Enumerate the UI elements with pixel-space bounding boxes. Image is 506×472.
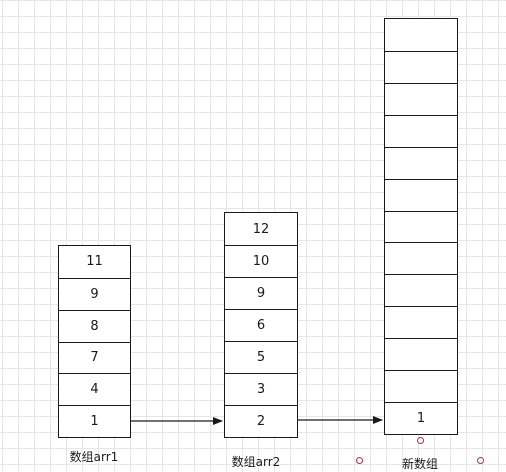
array-cell: 8 (59, 309, 130, 342)
array-cell: 9 (59, 277, 130, 310)
array-cell: 12 (252, 221, 270, 237)
array-new[interactable]: 1 (384, 18, 458, 435)
array-cell (385, 210, 457, 243)
array-cell: 5 (225, 341, 297, 373)
array-cell (385, 338, 457, 370)
array-cell: 10 (225, 245, 297, 277)
array-cell: 11 (86, 254, 103, 270)
array-new-label: 新数组 (401, 457, 438, 471)
connection-handle[interactable] (356, 457, 363, 464)
connection-handle[interactable] (417, 437, 424, 444)
array-cell: 1 (385, 402, 457, 434)
array-arr1[interactable]: 1 4 7 8 9 11 (58, 245, 131, 438)
array-cell: 4 (59, 373, 130, 405)
array-cell: 1 (59, 405, 130, 437)
array-cell (385, 306, 457, 338)
array-arr2[interactable]: 2 3 5 6 9 10 12 (224, 212, 298, 438)
array-arr2-label: 数组arr2 (231, 455, 281, 469)
array-cell (385, 178, 457, 211)
array-cell: 2 (225, 405, 297, 437)
array-cell (385, 370, 457, 402)
connection-handle[interactable] (477, 457, 484, 464)
array-cell (385, 242, 457, 274)
array-cell (385, 50, 457, 83)
array-cell (385, 82, 457, 115)
array-cell (385, 146, 457, 179)
array-cell: 9 (225, 277, 297, 309)
array-cell (385, 274, 457, 306)
array-cell: 3 (225, 373, 297, 405)
array-cell: 6 (225, 309, 297, 341)
array-arr1-label: 数组arr1 (69, 450, 119, 464)
array-cell: 7 (59, 341, 130, 374)
array-cell (385, 114, 457, 147)
